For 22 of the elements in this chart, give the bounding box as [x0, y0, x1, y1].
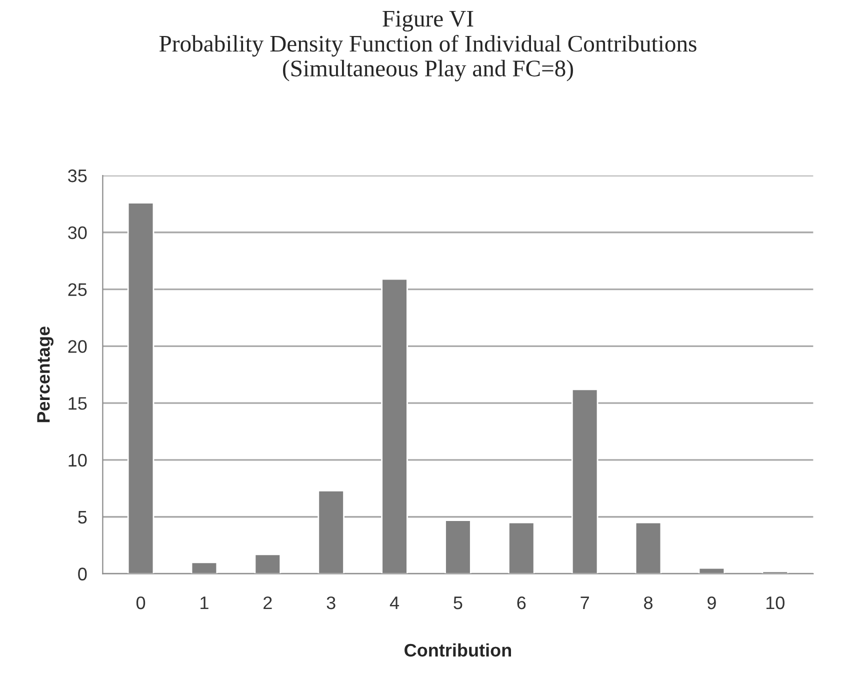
x-tick-label: 5: [454, 596, 462, 610]
x-tick-label: 4: [390, 596, 400, 610]
y-tick-label: 35: [68, 169, 87, 182]
x-axis-title: Contribution: [404, 643, 511, 657]
x-tick-label: 10: [766, 596, 784, 610]
y-tick-label: 15: [68, 397, 87, 410]
y-tick-label: 25: [68, 283, 87, 296]
x-tick-label: 3: [326, 596, 336, 610]
y-tick-label: 5: [78, 510, 87, 524]
x-tick-label: 8: [644, 596, 653, 610]
y-tick-label: 30: [68, 226, 87, 240]
x-tick-label: 0: [136, 596, 146, 610]
x-tick-label: 6: [517, 596, 526, 610]
x-tick-label: 1: [200, 596, 208, 610]
x-tick-label: 9: [708, 596, 716, 610]
x-tick-label: 7: [580, 596, 589, 610]
x-tick-label: 2: [264, 596, 272, 610]
chart-title: Figure VI Probability Density Function of Individual Contributions (Simultaneous Play and FC=8): [159, 10, 696, 82]
y-tick-label: 0: [78, 568, 87, 580]
y-tick-label: 10: [68, 454, 87, 467]
y-tick-label: 20: [68, 340, 87, 353]
y-axis-title: Percentage: [37, 326, 54, 422]
